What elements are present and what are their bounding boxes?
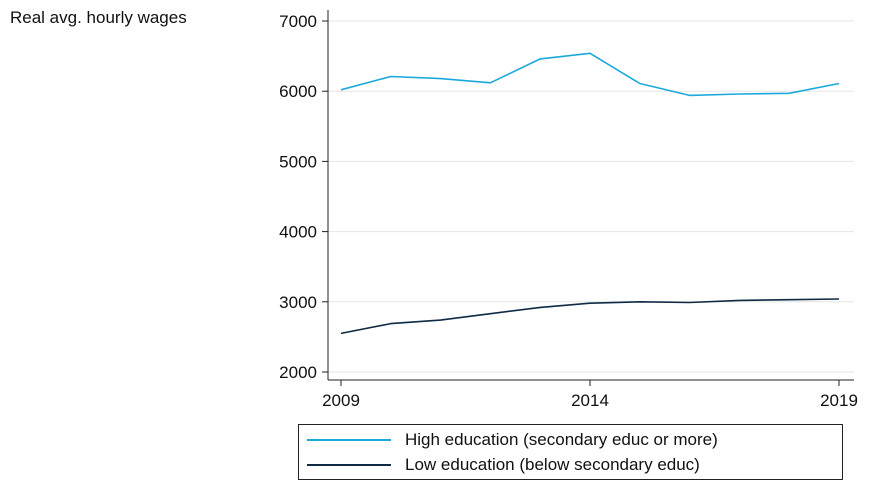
- plot-area: [328, 10, 854, 380]
- y-tick-label-6000: 6000: [279, 82, 317, 101]
- y-tick-label-3000: 3000: [279, 293, 317, 312]
- legend-label-low-education: Low education (below secondary educ): [405, 455, 700, 474]
- y-tick-label-4000: 4000: [279, 223, 317, 242]
- series-line-0: [340, 52, 840, 97]
- legend-swatch-low-education: [307, 464, 391, 466]
- series-line-1: [340, 298, 840, 335]
- legend-label-high-education: High education (secondary educ or more): [405, 430, 718, 449]
- x-tick-label-2019: 2019: [820, 391, 858, 410]
- x-tick-label-2014: 2014: [571, 391, 609, 410]
- y-tick-label-5000: 5000: [279, 152, 317, 171]
- line-chart: 2000 3000 4000 5000 6000 7000 2009 2014 2019: [279, 10, 858, 410]
- legend: High education (secondary educ or more) …: [298, 424, 843, 480]
- y-tick-label-2000: 2000: [279, 363, 317, 382]
- legend-item-low-education: Low education (below secondary educ): [307, 453, 700, 477]
- y-axis-title: Real avg. hourly wages: [10, 8, 187, 27]
- y-tick-label-7000: 7000: [279, 12, 317, 31]
- legend-item-high-education: High education (secondary educ or more): [307, 428, 718, 452]
- legend-swatch-high-education: [307, 439, 391, 441]
- x-tick-label-2009: 2009: [322, 391, 360, 410]
